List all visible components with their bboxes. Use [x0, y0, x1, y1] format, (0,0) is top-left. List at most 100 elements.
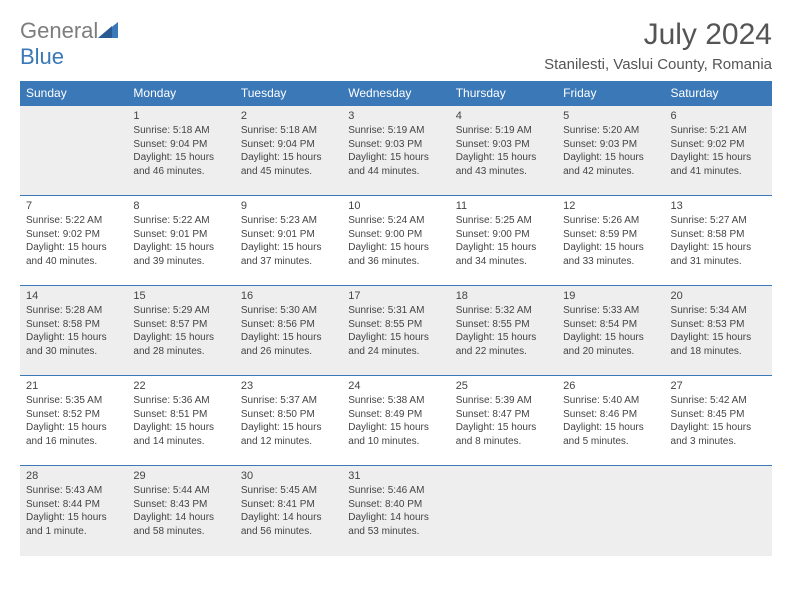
sunrise-line: Sunrise: 5:43 AM: [26, 484, 121, 498]
calendar-cell: 11Sunrise: 5:25 AMSunset: 9:00 PMDayligh…: [450, 196, 557, 286]
daylight-line: Daylight: 15 hours and 5 minutes.: [563, 421, 658, 448]
sunset-line: Sunset: 8:43 PM: [133, 498, 228, 512]
day-number: 29: [133, 470, 228, 482]
sunset-line: Sunset: 9:03 PM: [348, 138, 443, 152]
daylight-line: Daylight: 15 hours and 41 minutes.: [671, 151, 766, 178]
daylight-line: Daylight: 15 hours and 16 minutes.: [26, 421, 121, 448]
daylight-line: Daylight: 15 hours and 8 minutes.: [456, 421, 551, 448]
calendar-table: Sunday Monday Tuesday Wednesday Thursday…: [20, 81, 772, 556]
calendar-cell: 7Sunrise: 5:22 AMSunset: 9:02 PMDaylight…: [20, 196, 127, 286]
sunrise-line: Sunrise: 5:19 AM: [348, 124, 443, 138]
sunrise-line: Sunrise: 5:28 AM: [26, 304, 121, 318]
sunrise-line: Sunrise: 5:46 AM: [348, 484, 443, 498]
day-header: Wednesday: [342, 81, 449, 106]
daylight-line: Daylight: 15 hours and 28 minutes.: [133, 331, 228, 358]
daylight-line: Daylight: 15 hours and 43 minutes.: [456, 151, 551, 178]
sunset-line: Sunset: 9:02 PM: [671, 138, 766, 152]
sunrise-line: Sunrise: 5:24 AM: [348, 214, 443, 228]
calendar-cell: 28Sunrise: 5:43 AMSunset: 8:44 PMDayligh…: [20, 466, 127, 556]
sunrise-line: Sunrise: 5:18 AM: [133, 124, 228, 138]
sunset-line: Sunset: 9:00 PM: [348, 228, 443, 242]
logo-text-general: General: [20, 18, 98, 43]
sunrise-line: Sunrise: 5:23 AM: [241, 214, 336, 228]
calendar-cell: 16Sunrise: 5:30 AMSunset: 8:56 PMDayligh…: [235, 286, 342, 376]
daylight-line: Daylight: 14 hours and 53 minutes.: [348, 511, 443, 538]
day-number: 25: [456, 380, 551, 392]
day-number: 4: [456, 110, 551, 122]
sunrise-line: Sunrise: 5:33 AM: [563, 304, 658, 318]
sunrise-line: Sunrise: 5:18 AM: [241, 124, 336, 138]
header-row: General Blue July 2024 Stanilesti, Vaslu…: [20, 18, 772, 73]
daylight-line: Daylight: 15 hours and 26 minutes.: [241, 331, 336, 358]
day-number: 14: [26, 290, 121, 302]
calendar-cell: 22Sunrise: 5:36 AMSunset: 8:51 PMDayligh…: [127, 376, 234, 466]
daylight-line: Daylight: 15 hours and 46 minutes.: [133, 151, 228, 178]
sunrise-line: Sunrise: 5:36 AM: [133, 394, 228, 408]
day-number: 12: [563, 200, 658, 212]
daylight-line: Daylight: 14 hours and 58 minutes.: [133, 511, 228, 538]
day-number: 5: [563, 110, 658, 122]
sunrise-line: Sunrise: 5:38 AM: [348, 394, 443, 408]
sunset-line: Sunset: 8:57 PM: [133, 318, 228, 332]
sunset-line: Sunset: 9:04 PM: [133, 138, 228, 152]
calendar-cell: 21Sunrise: 5:35 AMSunset: 8:52 PMDayligh…: [20, 376, 127, 466]
day-number: 15: [133, 290, 228, 302]
day-header: Sunday: [20, 81, 127, 106]
calendar-cell: 6Sunrise: 5:21 AMSunset: 9:02 PMDaylight…: [665, 106, 772, 196]
calendar-cell: 17Sunrise: 5:31 AMSunset: 8:55 PMDayligh…: [342, 286, 449, 376]
daylight-line: Daylight: 15 hours and 1 minute.: [26, 511, 121, 538]
daylight-line: Daylight: 15 hours and 24 minutes.: [348, 331, 443, 358]
calendar-cell: 25Sunrise: 5:39 AMSunset: 8:47 PMDayligh…: [450, 376, 557, 466]
sunset-line: Sunset: 8:41 PM: [241, 498, 336, 512]
sunrise-line: Sunrise: 5:29 AM: [133, 304, 228, 318]
daylight-line: Daylight: 15 hours and 18 minutes.: [671, 331, 766, 358]
calendar-cell: 10 Sunrise: 5:24 AMSunset: 9:00 PMDayligh…: [342, 196, 449, 286]
day-number: 26: [563, 380, 658, 392]
sunrise-line: Sunrise: 5:39 AM: [456, 394, 551, 408]
logo-triangle-icon: [98, 22, 118, 38]
calendar-cell: 23Sunrise: 5:37 AMSunset: 8:50 PMDayligh…: [235, 376, 342, 466]
sunrise-line: Sunrise: 5:44 AM: [133, 484, 228, 498]
daylight-line: Daylight: 15 hours and 12 minutes.: [241, 421, 336, 448]
sunset-line: Sunset: 8:51 PM: [133, 408, 228, 422]
sunset-line: Sunset: 8:49 PM: [348, 408, 443, 422]
sunset-line: Sunset: 9:01 PM: [133, 228, 228, 242]
day-number: 27: [671, 380, 766, 392]
daylight-line: Daylight: 15 hours and 37 minutes.: [241, 241, 336, 268]
sunrise-line: Sunrise: 5:40 AM: [563, 394, 658, 408]
sunset-line: Sunset: 8:59 PM: [563, 228, 658, 242]
sunrise-line: Sunrise: 5:30 AM: [241, 304, 336, 318]
logo: General Blue: [20, 18, 118, 70]
sunset-line: Sunset: 9:00 PM: [456, 228, 551, 242]
day-number: 10: [348, 200, 443, 212]
calendar-cell: 9Sunrise: 5:23 AMSunset: 9:01 PMDaylight…: [235, 196, 342, 286]
day-number: 6: [671, 110, 766, 122]
logo-text-wrap: General Blue: [20, 18, 118, 70]
day-number: 30: [241, 470, 336, 482]
day-number: 2: [241, 110, 336, 122]
calendar-page: General Blue July 2024 Stanilesti, Vaslu…: [0, 0, 792, 574]
day-number: 24: [348, 380, 443, 392]
calendar-week-row: 1Sunrise: 5:18 AMSunset: 9:04 PMDaylight…: [20, 106, 772, 196]
daylight-line: Daylight: 15 hours and 42 minutes.: [563, 151, 658, 178]
calendar-cell: 24Sunrise: 5:38 AMSunset: 8:49 PMDayligh…: [342, 376, 449, 466]
sunrise-line: Sunrise: 5:19 AM: [456, 124, 551, 138]
sunrise-line: Sunrise: 5:35 AM: [26, 394, 121, 408]
daylight-line: Daylight: 15 hours and 34 minutes.: [456, 241, 551, 268]
day-number: 11: [456, 200, 551, 212]
calendar-cell: 13Sunrise: 5:27 AMSunset: 8:58 PMDayligh…: [665, 196, 772, 286]
daylight-line: Daylight: 15 hours and 14 minutes.: [133, 421, 228, 448]
daylight-line: Daylight: 15 hours and 44 minutes.: [348, 151, 443, 178]
daylight-line: Daylight: 15 hours and 36 minutes.: [348, 241, 443, 268]
sunset-line: Sunset: 8:58 PM: [26, 318, 121, 332]
day-number: 7: [26, 200, 121, 212]
day-header: Monday: [127, 81, 234, 106]
sunset-line: Sunset: 9:03 PM: [563, 138, 658, 152]
sunset-line: Sunset: 8:56 PM: [241, 318, 336, 332]
day-number: 21: [26, 380, 121, 392]
calendar-cell: 4Sunrise: 5:19 AMSunset: 9:03 PMDaylight…: [450, 106, 557, 196]
location-subtitle: Stanilesti, Vaslui County, Romania: [544, 56, 772, 73]
daylight-line: Daylight: 15 hours and 22 minutes.: [456, 331, 551, 358]
calendar-cell: [20, 106, 127, 196]
day-number: 3: [348, 110, 443, 122]
